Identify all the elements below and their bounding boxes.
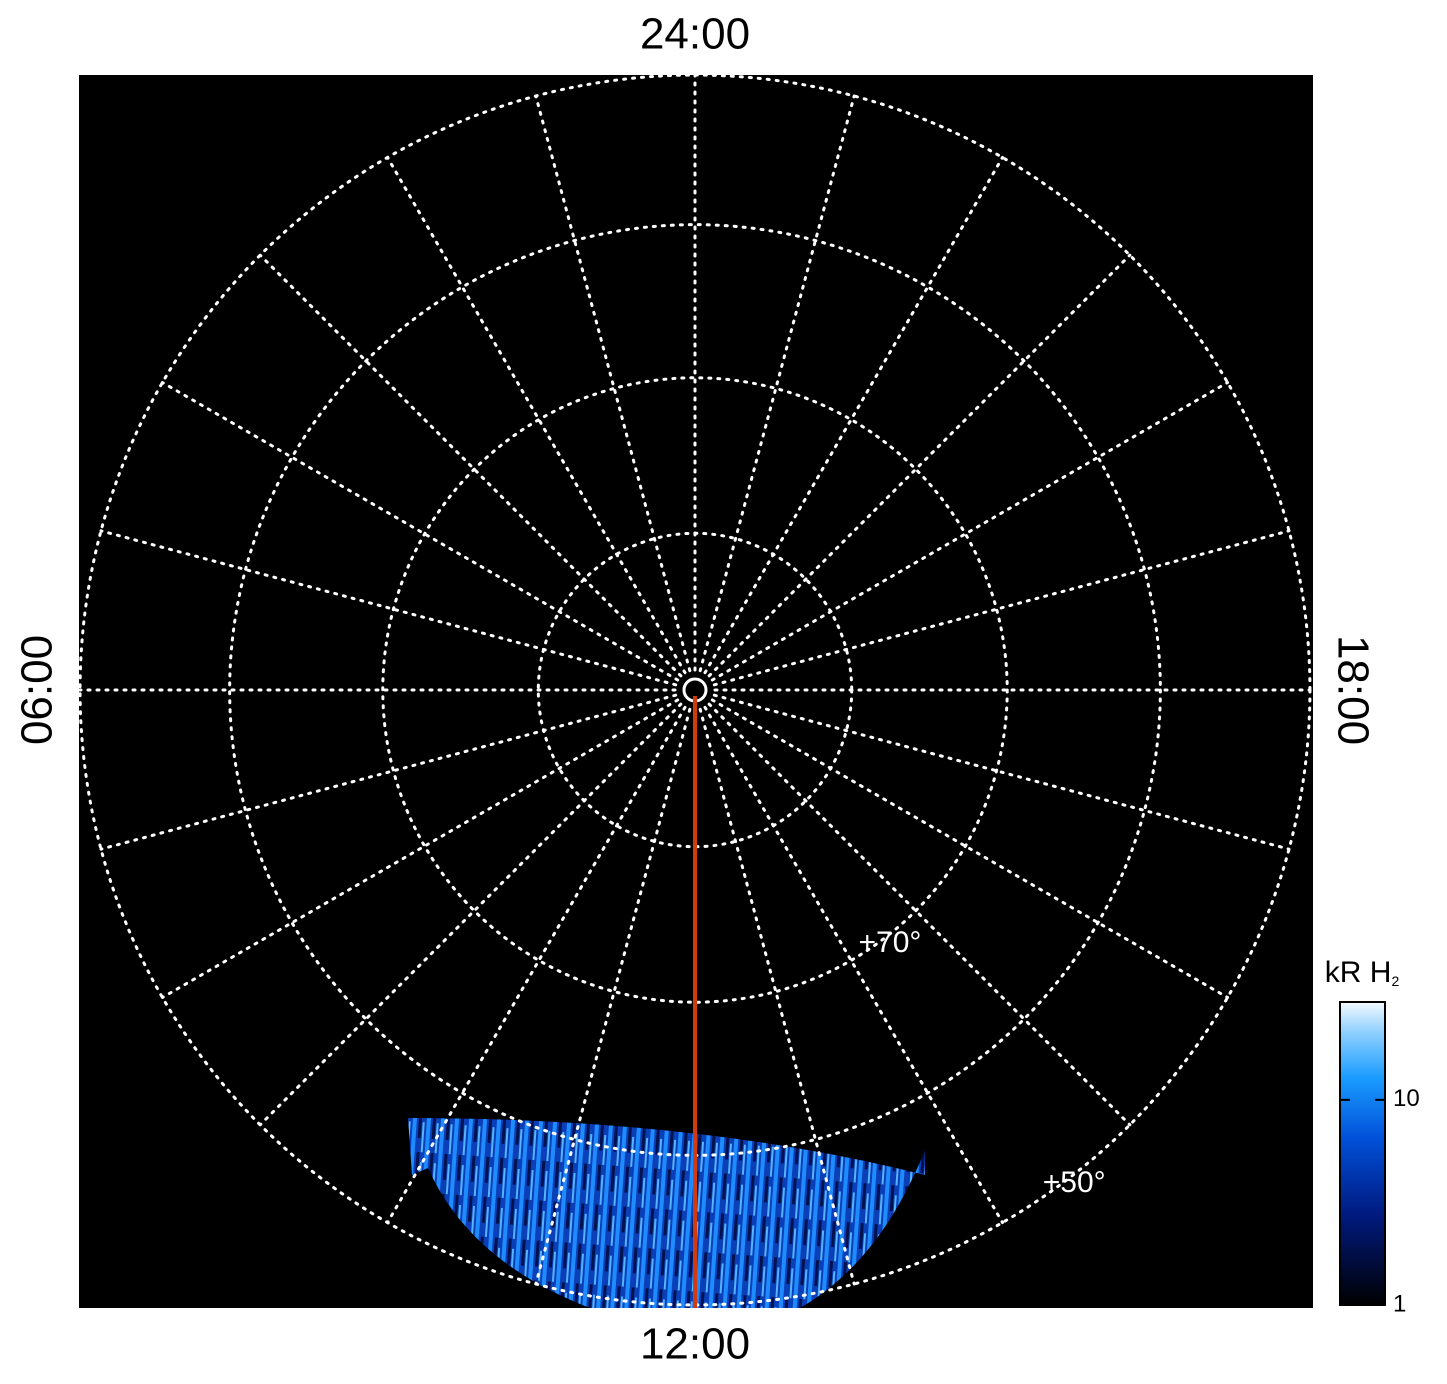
local-time-label: 18:00 bbox=[1328, 635, 1377, 745]
meridian-line bbox=[712, 693, 1291, 851]
latitude-circle bbox=[381, 376, 1009, 1004]
meridian-line bbox=[386, 705, 687, 1225]
meridian-line bbox=[703, 705, 1004, 1225]
local-time-label: 06:00 bbox=[13, 635, 62, 745]
meridian-line bbox=[710, 698, 1230, 999]
colorbar-tick-label: 1 bbox=[1393, 1290, 1406, 1317]
meridian-line bbox=[160, 698, 680, 999]
latitude-label: +70° bbox=[858, 926, 921, 959]
colorbar bbox=[1339, 1001, 1386, 1306]
colorbar-label-sub: 2 bbox=[1391, 973, 1399, 989]
meridian-line bbox=[534, 707, 692, 1286]
meridian-line bbox=[712, 529, 1291, 687]
local-time-label: 24:00 bbox=[640, 10, 750, 59]
emission-image bbox=[408, 1118, 925, 1308]
colorbar-label: kR H2 bbox=[1325, 956, 1400, 989]
meridian-line bbox=[710, 381, 1230, 682]
colorbar-tick-label: 10 bbox=[1393, 1085, 1420, 1112]
latitude-label: +50° bbox=[1043, 1166, 1106, 1199]
meridian-line bbox=[386, 155, 687, 675]
meridian-line bbox=[698, 707, 856, 1286]
plot-layer bbox=[79, 75, 1312, 1308]
meridian-line bbox=[698, 94, 856, 673]
meridian-line bbox=[99, 529, 678, 687]
meridian-line bbox=[258, 253, 683, 678]
meridian-line bbox=[160, 381, 680, 682]
meridian-line bbox=[703, 155, 1004, 675]
local-time-label: 12:00 bbox=[640, 1320, 750, 1369]
meridian-line bbox=[258, 702, 683, 1127]
colorbar-label-text: kR H bbox=[1325, 956, 1392, 989]
meridian-line bbox=[707, 253, 1132, 678]
meridian-line bbox=[707, 702, 1132, 1127]
meridian-line bbox=[99, 693, 678, 851]
meridian-line bbox=[534, 94, 692, 673]
